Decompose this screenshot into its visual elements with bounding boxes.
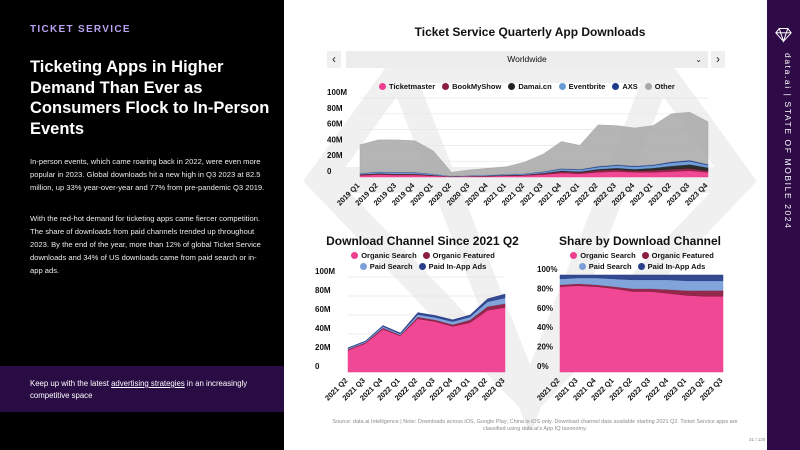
legend-item-paid-search[interactable]: Paid Search — [578, 262, 632, 271]
legend-swatch — [418, 263, 426, 270]
y-tick-label: 100M — [315, 267, 335, 276]
y-tick-label: 0 — [315, 362, 320, 371]
brand-vertical-text: data.ai | STATE OF MOBILE 2024 — [783, 53, 793, 230]
legend-label: Paid In-App Ads — [647, 262, 706, 271]
legend-swatch — [359, 263, 367, 270]
legend-swatch — [644, 83, 652, 90]
area-other — [359, 111, 709, 177]
share-channel-title: Share by Download Channel — [558, 234, 722, 248]
y-tick-label: 80M — [315, 286, 331, 295]
cta-text-after: in an increasingly competitive space — [30, 379, 248, 400]
cta-text-before: Keep up with the latest — [30, 379, 112, 388]
region-value: Worldwide — [507, 54, 547, 64]
legend-label: Paid In-App Ads — [428, 262, 487, 271]
y-tick-label: 100% — [537, 265, 557, 274]
legend-item-damai-cn[interactable]: Damai.cn — [508, 82, 552, 91]
area-paid-in-app-ads — [347, 293, 506, 349]
y-tick-label: 60% — [537, 304, 553, 313]
legend-swatch — [351, 252, 359, 259]
y-tick-label: 20% — [537, 343, 553, 352]
legend-item-bookmyshow[interactable]: BookMyShow — [442, 82, 501, 91]
chevron-left-icon: ‹ — [332, 52, 336, 66]
legend-item-axs[interactable]: AXS — [612, 82, 638, 91]
y-tick-label: 20M — [315, 343, 331, 352]
legend-swatch — [637, 263, 645, 270]
y-tick-label: 80% — [537, 284, 553, 293]
y-tick-label: 60M — [327, 120, 343, 129]
legend-item-eventbrite[interactable]: Eventbrite — [558, 82, 606, 91]
legend-item-organic-search[interactable]: Organic Search — [570, 251, 636, 260]
legend-item-paid-in-app-ads[interactable]: Paid In-App Ads — [418, 262, 487, 271]
legend-item-ticketmaster[interactable]: Ticketmaster — [379, 82, 435, 91]
legend-item-paid-search[interactable]: Paid Search — [359, 262, 413, 271]
y-tick-label: 40M — [315, 324, 331, 333]
region-dropdown[interactable]: Worldwide ⌄ — [346, 51, 708, 68]
y-tick-label: 80M — [327, 104, 343, 113]
legend-item-other[interactable]: Other — [644, 82, 675, 91]
legend-label: Eventbrite — [568, 82, 606, 91]
legend-item-paid-in-app-ads[interactable]: Paid In-App Ads — [637, 262, 706, 271]
y-tick-label: 40% — [537, 323, 553, 332]
legend-label: Organic Search — [361, 251, 417, 260]
legend-swatch — [578, 263, 586, 270]
area-paid-in-app-ads — [559, 274, 724, 282]
share-channel-legend: Organic Search Organic Featured Paid Searc… — [562, 251, 722, 271]
legend-label: Organic Featured — [651, 251, 714, 260]
top-chart-title: Ticket Service Quarterly App Downloads — [414, 25, 646, 39]
paragraph-2: With the red-hot demand for ticketing ap… — [30, 214, 261, 275]
legend-label: Organic Search — [580, 251, 636, 260]
category-tag: TICKET SERVICE — [30, 24, 131, 35]
left-panel: TICKET SERVICE Ticketing Apps in Higher … — [0, 0, 284, 450]
source-note: Source: data.ai Intelligence | Note: Dow… — [332, 419, 738, 432]
y-tick-label: 40M — [327, 135, 343, 144]
area-organic-search — [559, 285, 724, 373]
legend-swatch — [641, 252, 649, 259]
legend-swatch — [379, 83, 386, 90]
legend-swatch — [442, 83, 450, 90]
y-tick-label: 60M — [315, 305, 331, 314]
diamond-icon — [775, 28, 792, 43]
legend-item-organic-search[interactable]: Organic Search — [351, 251, 417, 260]
cta-box: Keep up with the latest advertising stra… — [0, 366, 284, 412]
legend-label: Organic Featured — [432, 251, 495, 260]
next-region-button[interactable]: › — [711, 51, 725, 68]
paragraph-1: In-person events, which came roaring bac… — [30, 157, 265, 192]
y-tick-label: 0% — [537, 362, 549, 371]
legend-label: AXS — [622, 82, 638, 91]
legend-swatch — [612, 83, 620, 90]
legend-label: Paid Search — [369, 262, 413, 271]
legend-item-organic-featured[interactable]: Organic Featured — [641, 251, 714, 260]
y-tick-label: 100M — [327, 88, 347, 97]
page-number: 31 / 120 — [749, 437, 766, 442]
brand-bar: data.ai | STATE OF MOBILE 2024 — [767, 0, 800, 450]
legend-swatch — [570, 252, 578, 259]
legend-swatch — [508, 83, 516, 90]
legend-item-organic-featured[interactable]: Organic Featured — [422, 251, 495, 260]
chevron-right-icon: › — [716, 52, 720, 66]
y-tick-label: 0 — [327, 167, 332, 176]
legend-label: Paid Search — [588, 262, 632, 271]
top-chart-legend: Ticketmaster BookMyShow Damai.cn Eventbrite… — [379, 82, 675, 91]
y-tick-label: 20M — [327, 151, 343, 160]
legend-label: Damai.cn — [518, 82, 552, 91]
download-channel-title: Download Channel Since 2021 Q2 — [326, 234, 519, 248]
headline: Ticketing Apps in Higher Demand Than Eve… — [30, 58, 270, 138]
download-channel-legend: Organic Search Organic Featured Paid Searc… — [343, 251, 503, 271]
legend-swatch — [558, 83, 566, 90]
chevron-down-icon: ⌄ — [695, 55, 702, 64]
legend-swatch — [422, 252, 430, 259]
advertising-strategies-link[interactable]: advertising strategies — [111, 379, 185, 388]
prev-region-button[interactable]: ‹ — [327, 51, 341, 68]
legend-label: Ticketmaster — [389, 82, 436, 91]
legend-label: BookMyShow — [452, 82, 502, 91]
legend-label: Other — [654, 82, 675, 91]
